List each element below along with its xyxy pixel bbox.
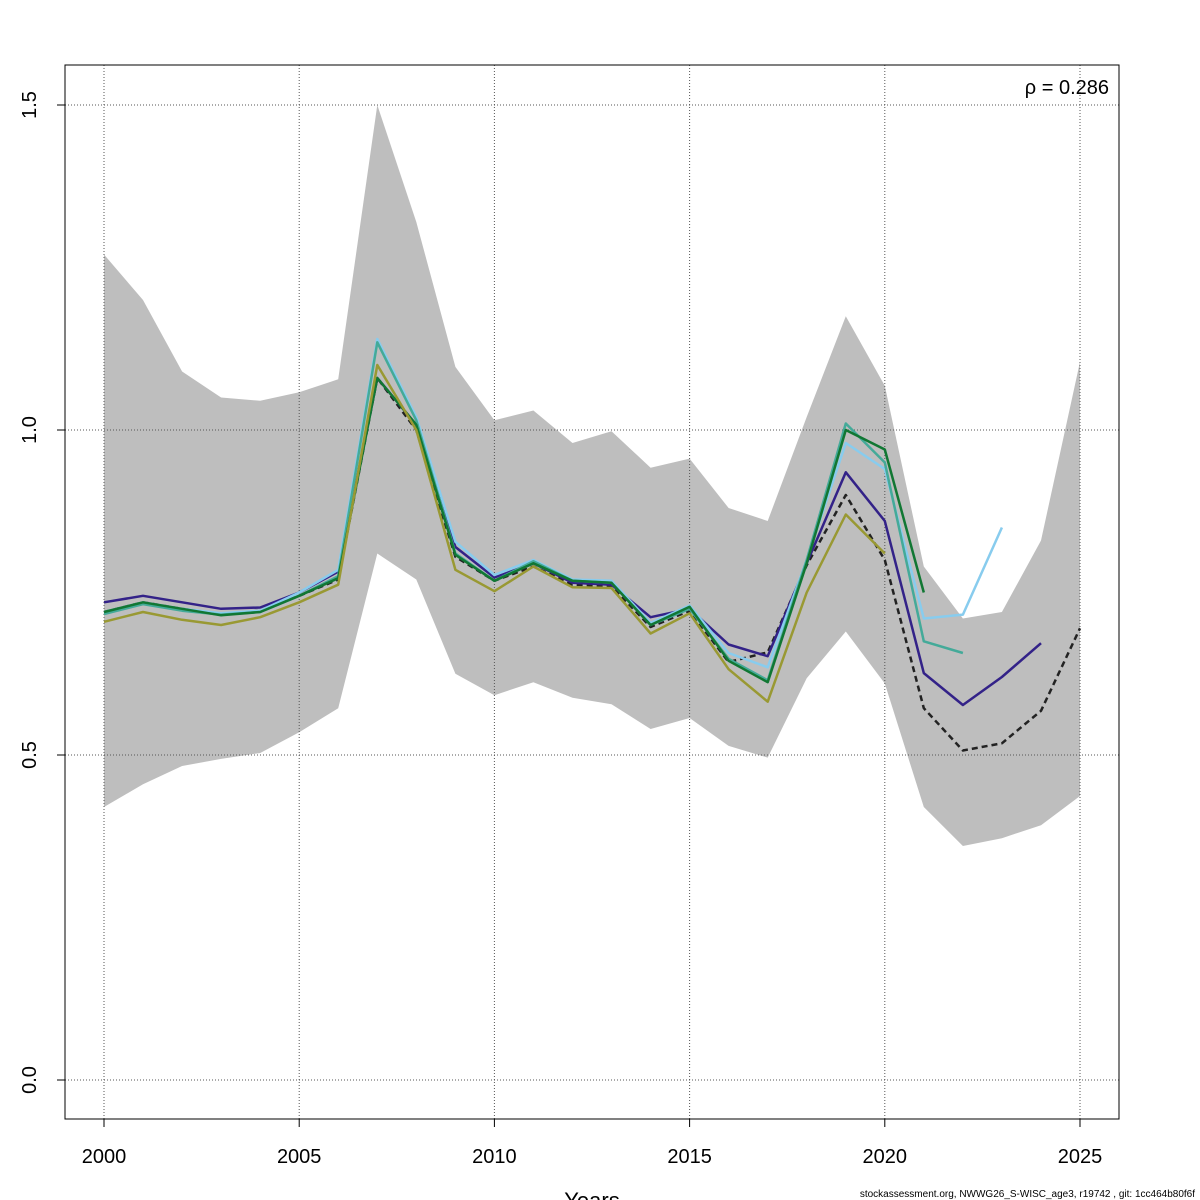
axis-layer: 2000 2005 2010 2015 2020 2025 0.0 0.5 1.0 1.5 [19,91,1102,1168]
plot-frame [64,64,1120,1120]
series-layer [103,337,1082,752]
y-tick-label: 0.5 [19,741,41,769]
series-line-5 [103,376,926,684]
x-tick-label: 2020 [863,1146,908,1168]
x-tick-label: 2005 [277,1146,322,1168]
confidence-band-layer [104,105,1080,846]
footer-text: stockassessment.org, NWWG26_S-WISC_age3,… [860,1189,1195,1200]
confidence-band [104,105,1080,846]
y-tick-label: 0.0 [19,1066,41,1094]
x-tick-label: 2010 [472,1146,517,1168]
y-tick-label: 1.0 [19,416,41,444]
rho-annotation: ρ = 0.286 [1025,77,1109,99]
series-line-6 [103,363,886,703]
x-axis-title: Years [564,1188,619,1200]
series-line-2 [103,376,1042,707]
x-tick-label: 2015 [667,1146,712,1168]
x-tick-label: 2000 [82,1146,127,1168]
x-tick-label: 2025 [1058,1146,1103,1168]
y-tick-label: 1.5 [19,91,41,119]
